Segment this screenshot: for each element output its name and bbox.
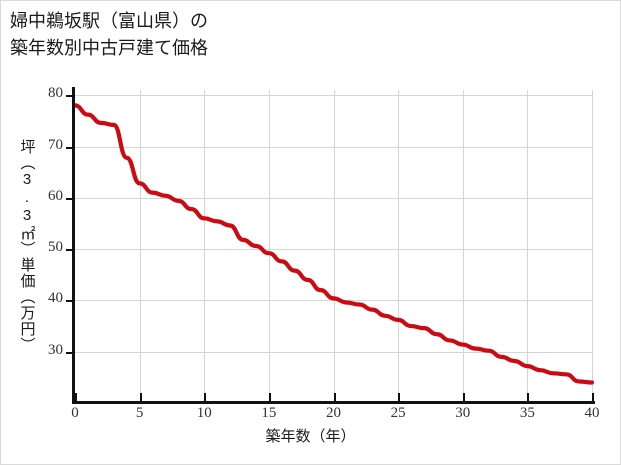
x-tick-label: 20 <box>326 405 341 421</box>
gridline-vertical <box>398 90 400 401</box>
y-tick-mark <box>66 249 73 252</box>
x-tick-mark <box>204 393 207 402</box>
x-tick-label: 15 <box>261 405 277 421</box>
x-tick-label: 5 <box>135 405 144 421</box>
x-tick-mark <box>75 393 77 402</box>
gridline-vertical <box>204 90 206 401</box>
x-tick-mark <box>462 393 465 402</box>
y-tick-label: 50 <box>48 239 63 256</box>
x-tick-label: 35 <box>519 405 535 421</box>
y-tick-label: 60 <box>48 187 63 204</box>
y-tick-mark <box>66 351 73 354</box>
x-tick-label: 40 <box>584 405 600 421</box>
gridline-vertical <box>527 90 529 401</box>
y-axis-title: 坪（3.3㎡）単価（万円） <box>18 139 36 353</box>
y-tick-label: 70 <box>48 136 63 153</box>
x-tick-label: 10 <box>196 405 212 421</box>
y-tick-mark <box>66 197 73 200</box>
y-tick-mark <box>66 300 73 303</box>
gridline-vertical <box>333 90 335 401</box>
y-axis-line <box>72 87 75 404</box>
data-line-chart <box>72 103 595 385</box>
plot-area <box>72 90 595 401</box>
gridline-vertical <box>462 90 464 401</box>
gridline-vertical <box>592 90 593 401</box>
x-tick-mark <box>592 393 594 402</box>
x-tick-mark <box>268 393 271 402</box>
x-tick-mark <box>333 393 336 402</box>
x-tick-label: 0 <box>71 405 79 421</box>
y-tick-label: 30 <box>48 341 63 358</box>
x-tick-mark <box>398 393 401 402</box>
y-axis-tick-labels: 30 40 50 60 70 80 <box>1 1 63 466</box>
y-tick-label: 80 <box>48 85 63 102</box>
x-tick-label: 30 <box>455 405 471 421</box>
page-title: 婦中鵜坂駅（富山県）の 築年数別中古戸建て価格 <box>10 11 208 58</box>
x-tick-mark <box>527 393 530 402</box>
y-tick-mark <box>66 146 73 149</box>
y-tick-label: 40 <box>48 290 63 307</box>
x-tick-label: 25 <box>390 405 406 421</box>
gridline-vertical <box>139 90 141 401</box>
x-axis-line <box>72 401 595 404</box>
x-tick-mark <box>139 393 142 402</box>
y-tick-mark <box>66 95 73 98</box>
x-axis-title: 築年数（年） <box>265 428 356 445</box>
series-line-坪単価 <box>72 103 595 385</box>
gridline-vertical <box>268 90 270 401</box>
